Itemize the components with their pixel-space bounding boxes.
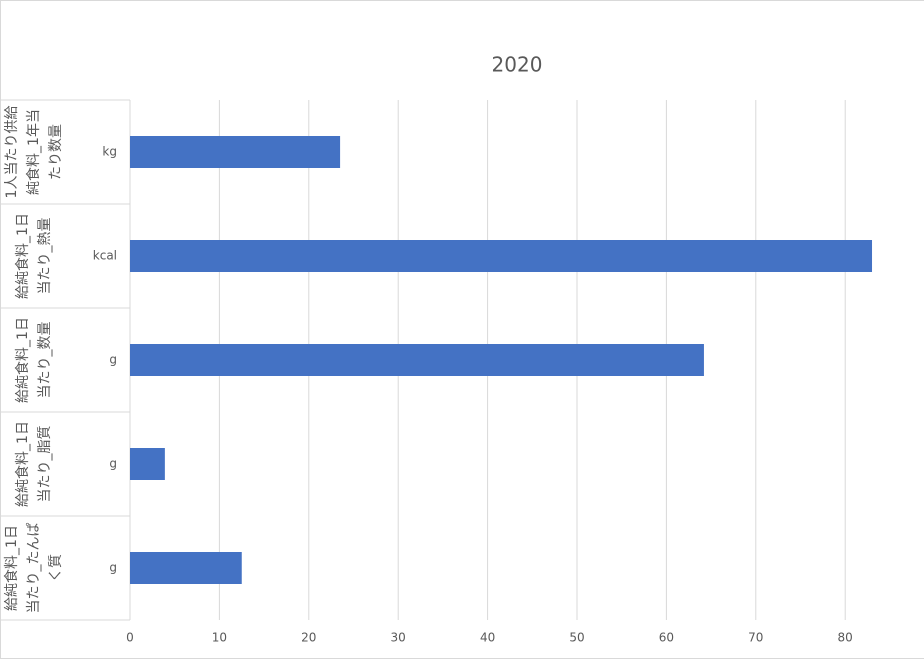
bar xyxy=(130,448,165,480)
group-label: 給純食料_1日当たり_たんぱく質 xyxy=(4,522,64,614)
group-label: 給純食料_1日当たり_脂質 xyxy=(15,421,53,507)
x-tick-label: 20 xyxy=(301,631,316,645)
category-label: kg xyxy=(102,145,117,159)
category-label: g xyxy=(109,457,117,471)
x-tick-label: 10 xyxy=(212,631,227,645)
bar xyxy=(130,240,873,272)
group-label: 給純食料_1日当たり_数量 xyxy=(15,317,53,403)
group-label: 1人当たり供給純食料_1年当たり数量 xyxy=(4,105,64,199)
bar xyxy=(130,552,242,584)
x-tick-label: 50 xyxy=(569,631,584,645)
group-label: 給純食料_1日当たり_熱量 xyxy=(15,213,53,299)
category-label: g xyxy=(109,353,117,367)
x-tick-label: 60 xyxy=(659,631,674,645)
x-tick-label: 80 xyxy=(838,631,853,645)
bar xyxy=(130,344,704,376)
x-tick-label: 0 xyxy=(126,631,134,645)
x-tick-label: 40 xyxy=(480,631,495,645)
category-label: kcal xyxy=(93,249,117,263)
bar xyxy=(130,136,341,168)
category-label: g xyxy=(109,561,117,575)
chart-title: 2020 xyxy=(492,53,543,77)
x-tick-label: 70 xyxy=(748,631,763,645)
x-tick-label: 30 xyxy=(391,631,406,645)
